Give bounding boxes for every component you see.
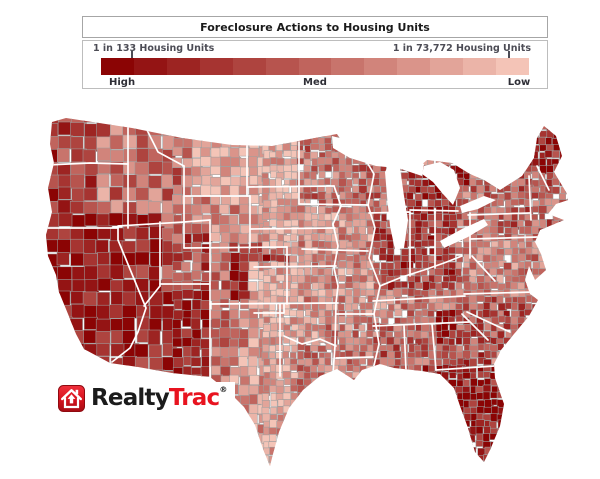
realtytrac-logo: RealtyTrac® <box>54 382 235 415</box>
great-lakes-layer <box>332 136 496 250</box>
ramp-segment-9 <box>397 58 431 75</box>
legend-box: 1 in 133 Housing Units 1 in 73,772 Housi… <box>82 40 548 89</box>
ramp-segment-4 <box>232 58 266 75</box>
ramp-segment-8 <box>364 58 398 75</box>
legend-tick-left <box>131 51 133 58</box>
ramp-segment-6 <box>298 58 332 75</box>
logo-realty-text: Realty <box>91 385 170 411</box>
legend-title: Foreclosure Actions to Housing Units <box>200 20 430 34</box>
ramp-segment-10 <box>430 58 464 75</box>
realtytrac-wordmark: RealtyTrac® <box>91 385 227 411</box>
legend-title-box: Foreclosure Actions to Housing Units <box>82 16 548 38</box>
registered-mark: ® <box>219 385 227 394</box>
logo-trac-text: Trac <box>168 385 220 411</box>
ramp-segment-5 <box>265 58 299 75</box>
legend-word-high: High <box>109 77 136 88</box>
ramp-segment-7 <box>331 58 365 75</box>
us-choropleth-map: RealtyTrac® <box>32 108 572 468</box>
legend-color-ramp <box>101 58 529 75</box>
legend-low-value-label: 1 in 73,772 Housing Units <box>392 43 531 54</box>
ramp-segment-12 <box>496 58 529 75</box>
legend-word-med: Med <box>303 77 327 88</box>
legend-high-value-label: 1 in 133 Housing Units <box>93 43 215 54</box>
ramp-segment-1 <box>133 58 167 75</box>
ramp-segment-2 <box>166 58 200 75</box>
legend-tick-right <box>508 51 510 58</box>
ramp-segment-3 <box>199 58 233 75</box>
ramp-segment-0 <box>101 58 134 75</box>
legend-word-low: Low <box>507 77 531 88</box>
ramp-segment-11 <box>463 58 497 75</box>
realtytrac-house-icon <box>58 385 85 412</box>
state-borders-layer <box>46 123 550 401</box>
us-map-svg <box>46 118 568 466</box>
